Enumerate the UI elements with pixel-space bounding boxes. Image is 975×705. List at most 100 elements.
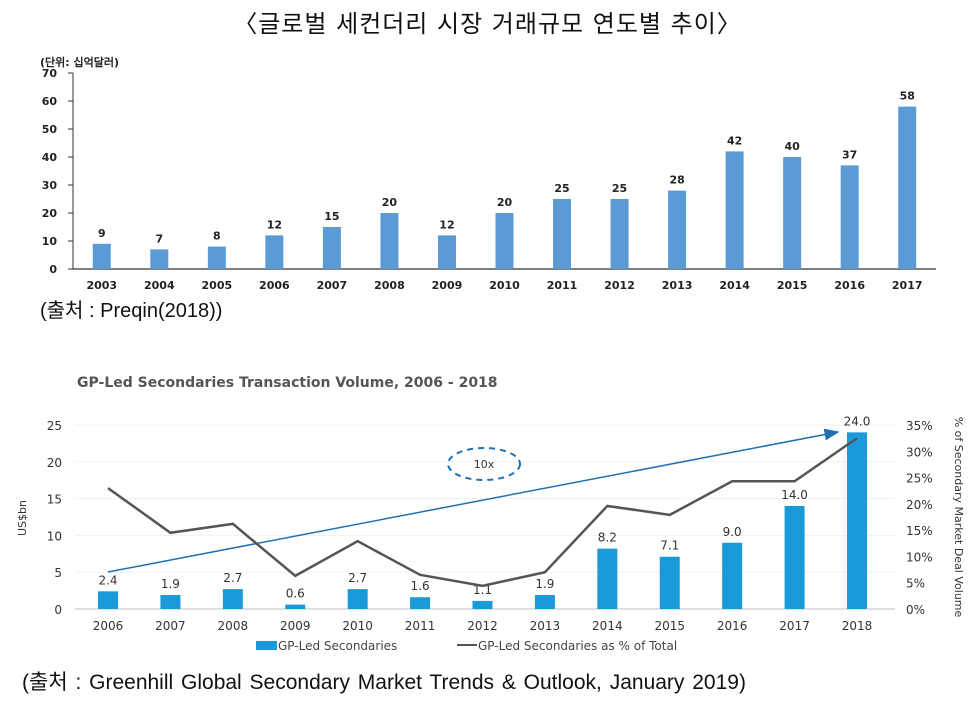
chart2-y-tick-label: 25 <box>47 419 62 433</box>
chart2-bar <box>98 591 118 609</box>
chart2-x-tick-label: 2016 <box>717 619 748 633</box>
page-title: 〈글로벌 세컨더리 시장 거래규모 연도별 추이〉 <box>233 10 742 38</box>
chart2-data-label: 1.9 <box>535 577 554 591</box>
chart2-x-tick-label: 2009 <box>280 619 311 633</box>
chart1-bar <box>783 157 802 269</box>
chart1-data-label: 42 <box>727 134 742 147</box>
chart2-legend-bar-swatch <box>256 641 277 650</box>
chart2-y-tick-label: 5 <box>54 566 62 580</box>
chart2-x-tick-label: 2013 <box>530 619 561 633</box>
chart2-annotation-text: 10x <box>474 458 495 471</box>
chart1-bar <box>898 106 917 269</box>
chart1-data-label: 12 <box>439 218 454 231</box>
chart1-y-tick-label: 0 <box>49 263 57 276</box>
chart2-y2-tick-label: 20% <box>906 498 933 512</box>
chart2-x-tick-label: 2017 <box>779 619 810 633</box>
chart2-y2-axis-title: % of Secondary Market Deal Volume <box>952 417 965 618</box>
chart1-data-label: 37 <box>842 148 857 161</box>
chart1-y-tick-label: 70 <box>42 67 58 80</box>
chart1-bar <box>725 151 744 269</box>
chart1-x-tick-label: 2010 <box>489 279 520 292</box>
chart2-bar <box>659 556 680 609</box>
chart2-x-tick-label: 2010 <box>342 619 373 633</box>
chart2-data-label: 1.6 <box>411 579 430 593</box>
chart1-unit-label: (단위: 십억달러) <box>40 56 120 69</box>
chart2-bar <box>160 595 181 609</box>
chart2-x-tick-label: 2011 <box>405 619 436 633</box>
chart2-data-label: 1.9 <box>161 577 180 591</box>
chart1-x-tick-label: 2007 <box>317 279 348 292</box>
chart2-bar <box>285 604 306 609</box>
chart1-y-tick-label: 40 <box>42 151 58 164</box>
chart1-data-label: 7 <box>155 232 163 245</box>
chart1-bar <box>610 199 629 269</box>
chart1-x-tick-label: 2015 <box>777 279 808 292</box>
chart2-y2-tick-label: 5% <box>906 577 925 591</box>
chart1-data-label: 25 <box>554 182 569 195</box>
chart2-data-label: 8.2 <box>598 531 617 545</box>
chart2-x-tick-label: 2006 <box>93 619 124 633</box>
chart1-x-tick-label: 2014 <box>719 279 750 292</box>
chart1-x-tick-label: 2011 <box>547 279 578 292</box>
chart1-data-label: 9 <box>98 227 106 240</box>
chart1-x-tick-label: 2004 <box>144 279 175 292</box>
chart1-data-label: 8 <box>213 230 221 243</box>
chart1-data-label: 20 <box>382 196 398 209</box>
chart2-data-label: 1.1 <box>473 583 492 597</box>
chart2-y-tick-label: 15 <box>47 493 62 507</box>
chart1-bar <box>840 165 859 269</box>
chart1-x-tick-label: 2009 <box>432 279 463 292</box>
chart2-bar <box>847 432 867 609</box>
chart2-y2-tick-label: 0% <box>906 603 925 617</box>
chart2-data-label: 24.0 <box>844 414 871 428</box>
chart1-bar <box>495 213 514 269</box>
chart1-bar <box>437 235 456 269</box>
chart2-data-label: 2.7 <box>223 571 242 585</box>
chart1-data-label: 20 <box>497 196 513 209</box>
chart2-y-tick-label: 20 <box>47 456 62 470</box>
chart1-data-label: 15 <box>324 210 339 223</box>
chart2-bar <box>534 595 555 609</box>
chart2-bar <box>222 589 243 609</box>
chart1-bar <box>322 227 341 269</box>
chart2-x-tick-label: 2014 <box>592 619 623 633</box>
chart2-x-tick-label: 2012 <box>467 619 498 633</box>
chart1-data-label: 12 <box>267 218 282 231</box>
chart2-y-axis-title: US$bn <box>16 500 29 536</box>
chart1-bar <box>207 246 226 269</box>
chart1-bar-chart: 0 10 20 30 40 50 60 70 9 2003 7 2004 8 2005 12 2006 15 20… <box>42 67 936 292</box>
chart1-bar <box>380 213 399 269</box>
chart2-y-tick-label: 0 <box>54 603 62 617</box>
chart2-x-tick-label: 2008 <box>218 619 249 633</box>
chart2-y2-tick-label: 15% <box>906 524 933 538</box>
chart1-bar <box>553 199 572 269</box>
chart2-y2-tick-label: 30% <box>906 445 933 459</box>
chart2-x-tick-label: 2015 <box>654 619 685 633</box>
chart2-legend-bar-label: GP-Led Secondaries <box>278 639 397 653</box>
chart1-data-label: 40 <box>785 140 801 153</box>
chart2-data-label: 14.0 <box>781 488 808 502</box>
chart1-bar <box>150 249 169 269</box>
chart1-data-label: 28 <box>669 174 684 187</box>
chart1-y-tick-label: 50 <box>42 123 58 136</box>
chart2-y2-tick-label: 25% <box>906 472 933 486</box>
chart1-x-tick-label: 2012 <box>604 279 635 292</box>
chart2-bar <box>722 542 743 609</box>
chart1-x-tick-label: 2003 <box>86 279 117 292</box>
chart2-x-tick-label: 2007 <box>155 619 186 633</box>
chart2-y2-tick-label: 35% <box>906 419 933 433</box>
chart1-x-tick-label: 2005 <box>202 279 233 292</box>
chart1-x-tick-label: 2006 <box>259 279 290 292</box>
chart1-x-tick-label: 2017 <box>892 279 923 292</box>
chart2-bar <box>597 548 618 609</box>
chart1-data-label: 58 <box>900 90 915 103</box>
chart1-y-tick-label: 20 <box>42 207 58 220</box>
chart2-data-label: 0.6 <box>286 587 305 601</box>
chart2-y2-tick-label: 10% <box>906 550 933 564</box>
chart2-source: (출처 : Greenhill Global Secondary Market … <box>22 671 746 694</box>
chart1-y-tick-label: 30 <box>42 179 58 192</box>
chart1-y-tick-label: 10 <box>42 235 58 248</box>
chart2-bar <box>347 589 368 609</box>
chart2-y-tick-label: 10 <box>47 529 62 543</box>
chart2-bar <box>410 597 431 609</box>
